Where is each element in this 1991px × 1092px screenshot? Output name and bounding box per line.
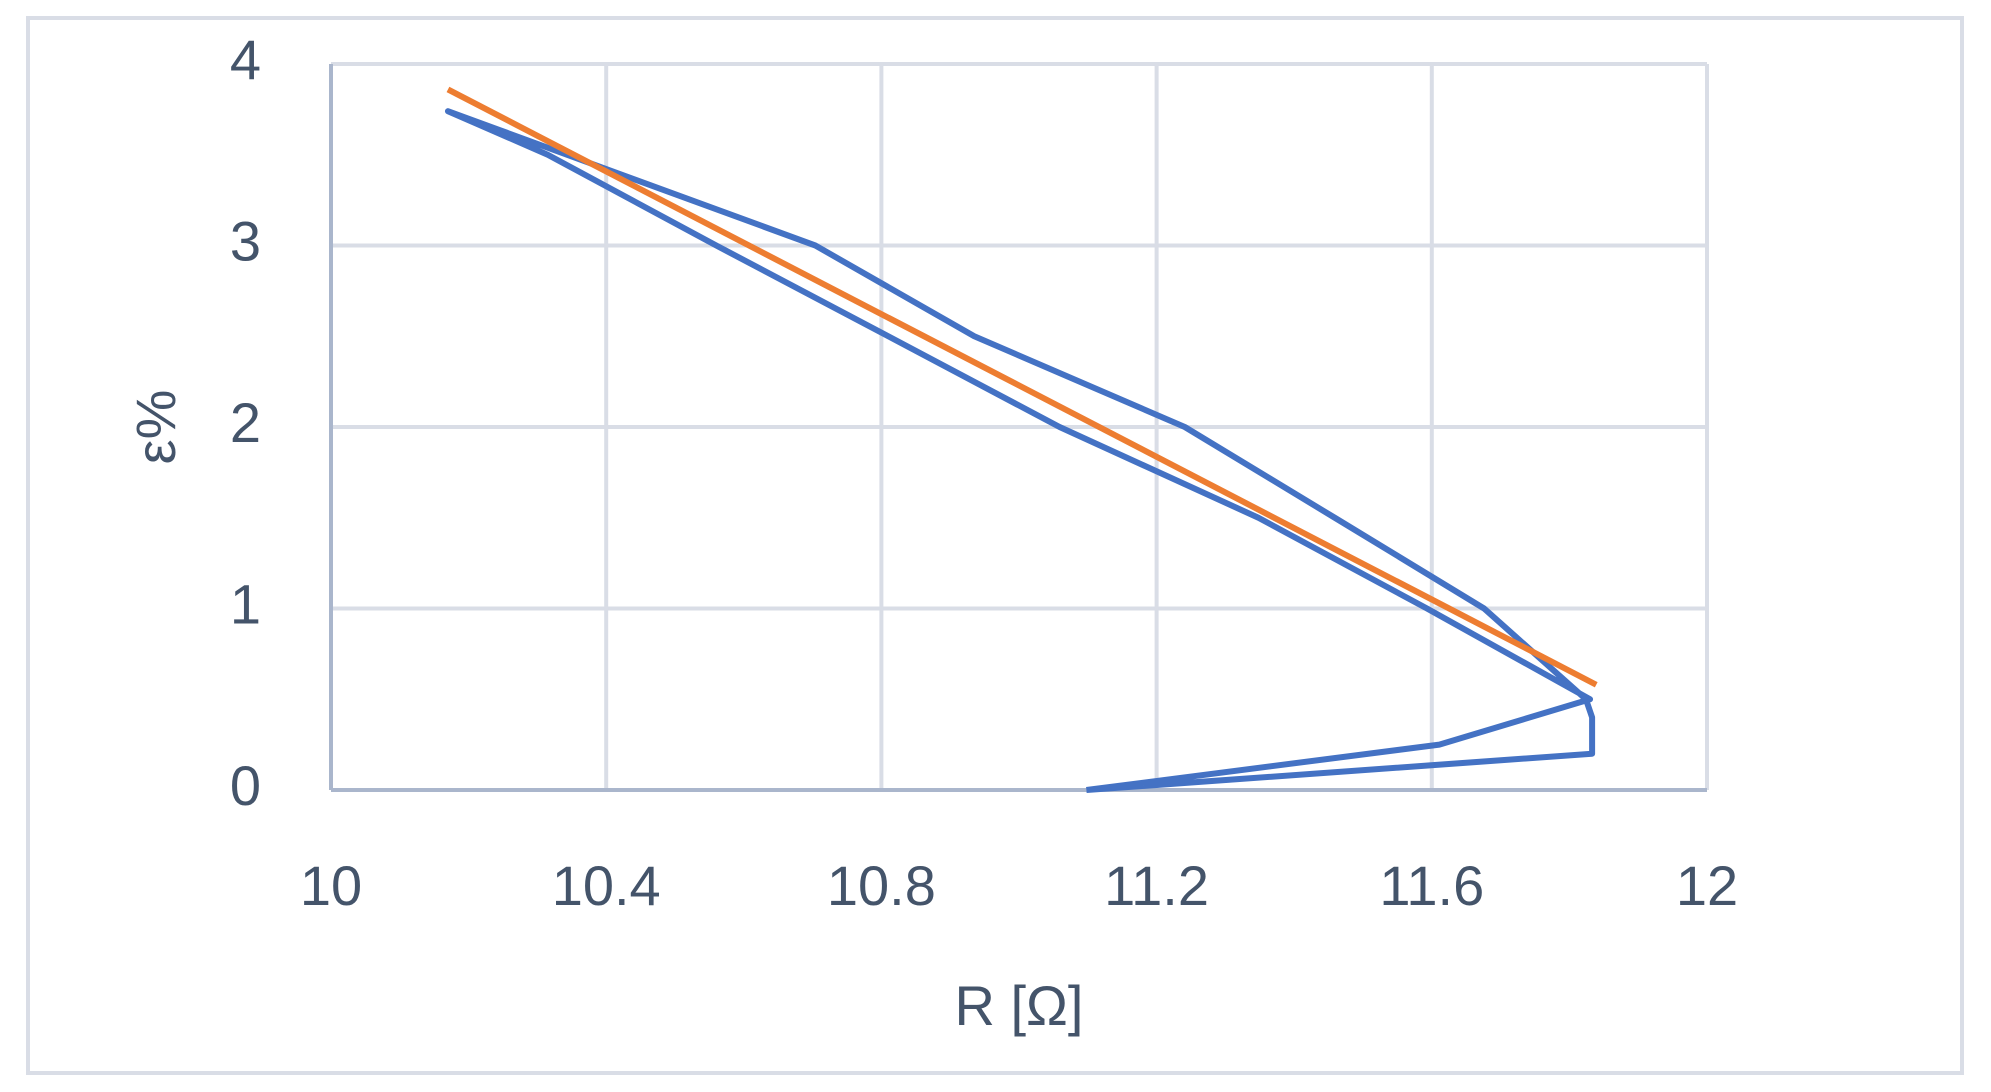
y-axis-title: ε% [124,390,187,465]
series-line [444,108,1596,793]
series-line [446,86,1598,688]
chart-border [26,16,1964,1075]
x-axis-title: R [Ω] [955,974,1084,1037]
x-tick-label: 12 [1676,854,1738,917]
x-tick-label: 10.8 [827,854,936,917]
x-tick-label: 10.4 [552,854,661,917]
y-tick-label: 2 [230,391,261,454]
y-tick-label: 0 [230,754,261,817]
x-tick-label: 11.6 [1379,854,1484,917]
x-tick-label: 11.2 [1104,854,1209,917]
y-tick-label: 3 [230,209,261,272]
y-tick-label: 4 [230,28,261,91]
y-tick-label: 1 [230,572,261,635]
x-tick-label: 10 [300,854,362,917]
